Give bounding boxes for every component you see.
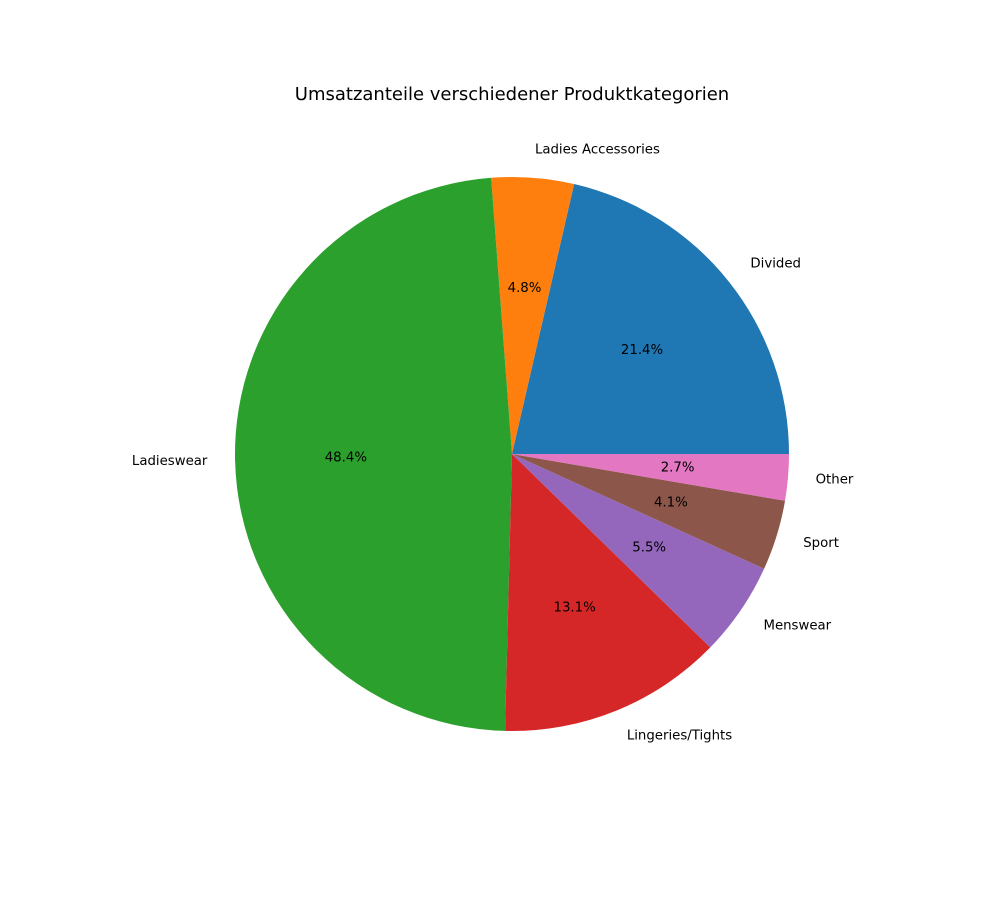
pie-labels: Divided 21.4% Ladies Accessories 4.8% Ladies… [132,143,854,744]
pct-label-lingeries-tights: 13.1% [554,600,596,615]
pct-label-other: 2.7% [661,461,695,476]
slice-label-ladieswear: Ladieswear [132,454,208,469]
slice-label-sport: Sport [803,536,839,551]
pie-slice-sport [512,454,786,569]
pct-label-menswear: 5.5% [632,540,666,555]
slice-label-ladies-accessories: Ladies Accessories [535,143,660,158]
pie-slice-ladieswear [235,177,513,731]
slice-label-divided: Divided [750,257,801,272]
pct-label-sport: 4.1% [654,495,688,510]
pie-slice-divided [512,184,789,454]
pct-label-ladies-accessories: 4.8% [508,281,542,296]
pie-slices [235,176,789,732]
slice-label-menswear: Menswear [763,619,831,634]
pct-label-ladieswear: 48.4% [325,451,367,466]
pie-slice-other [512,454,789,501]
pie-slice-menswear [512,454,765,648]
pct-label-divided: 21.4% [621,343,663,358]
slice-label-other: Other [816,472,854,487]
slice-label-lingeries-tights: Lingeries/Tights [627,729,732,744]
chart-title: Umsatzanteile verschiedener Produktkateg… [295,84,729,105]
pie-slice-lingeries-tights [505,454,711,732]
pie-slice-ladies-accessories [491,176,575,454]
